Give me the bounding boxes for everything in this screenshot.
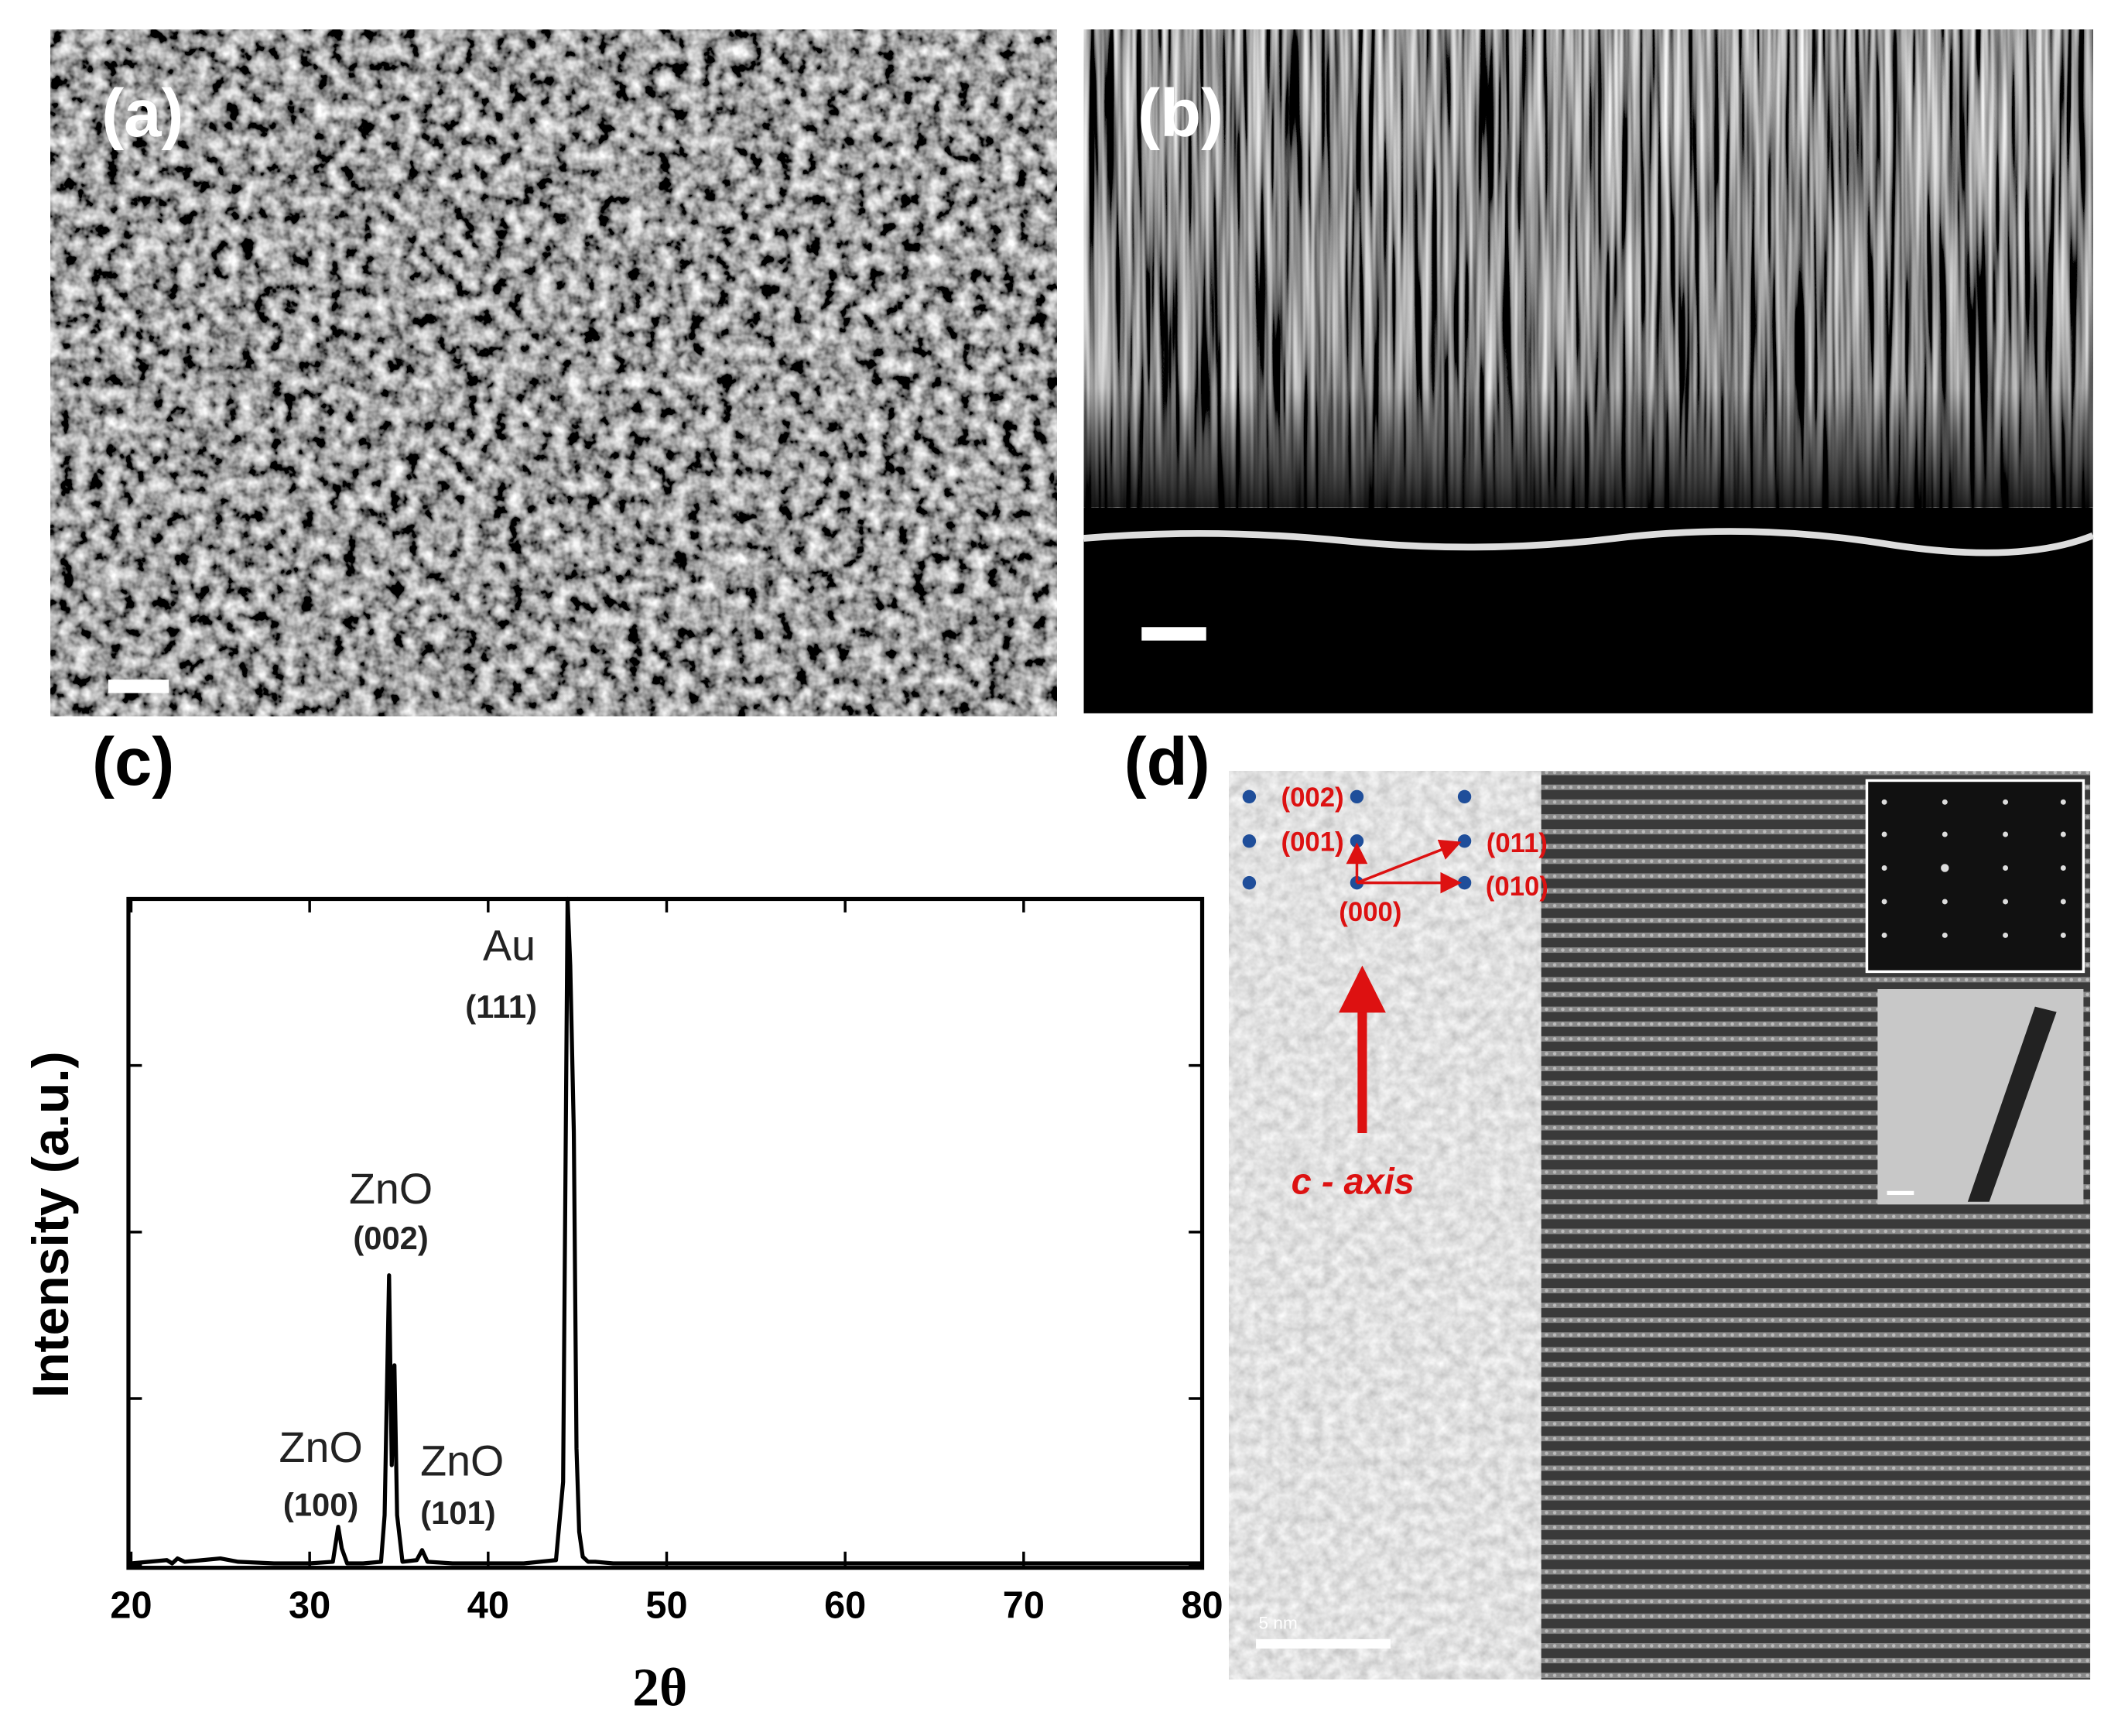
diffraction-inset <box>1865 779 2085 974</box>
sem-top-view <box>50 29 1057 717</box>
x-axis-label: 2θ <box>632 1658 687 1717</box>
x-tick-label: 20 <box>110 1585 152 1627</box>
peak-annotation: (002) <box>353 1220 428 1256</box>
panel-a: (a) <box>50 29 1057 717</box>
x-tick-label: 30 <box>289 1585 330 1627</box>
peak-annotation: ZnO <box>420 1436 504 1484</box>
spot-label: (002) <box>1281 783 1344 813</box>
c-axis-label: c - axis <box>1292 1162 1415 1202</box>
x-tick-label: 80 <box>1181 1585 1223 1627</box>
xrd-line <box>131 896 1203 1566</box>
spot-label: (001) <box>1281 827 1344 857</box>
panel-label: (d) <box>1124 724 1210 800</box>
y-axis-label: Intensity (a.u.) <box>22 1051 80 1398</box>
scale-bar-label: 5 nm <box>1259 1614 1298 1633</box>
panel-d: (d) (002) (001) (011) (010) (000) <box>1124 724 2091 1680</box>
peak-annotation: (111) <box>465 988 537 1025</box>
x-tick-label: 60 <box>824 1585 866 1627</box>
peak-annotation: Au <box>483 922 535 970</box>
panel-c: (c) 2θ Intensity (a.u.) 20 30 40 50 60 70 80 Au… <box>22 724 1223 1717</box>
panel-b: (b) <box>1083 29 2095 714</box>
spot-dots <box>1242 789 1472 890</box>
spot-label: (011) <box>1487 829 1548 858</box>
peak-annotation: ZnO <box>279 1423 363 1471</box>
peak-annotation: ZnO <box>349 1165 433 1213</box>
scale-bar <box>108 680 169 693</box>
inset-scale-bar <box>1887 1190 1914 1196</box>
x-tick-label: 40 <box>467 1585 509 1627</box>
diffraction-spots <box>1881 799 2066 938</box>
vectors <box>1346 839 1463 894</box>
panel-label: (c) <box>92 724 174 800</box>
shade <box>1083 29 2093 508</box>
substrate-edge <box>1083 528 2095 556</box>
nanorod <box>1967 1006 2057 1202</box>
spot-label: (000) <box>1339 898 1401 927</box>
panel-label: (a) <box>101 76 183 151</box>
scale-bar <box>1141 627 1206 641</box>
amorphous-region <box>1229 771 1545 1680</box>
peak-annotation: (100) <box>283 1486 358 1522</box>
peak-annotation: (101) <box>420 1495 495 1531</box>
spot-label: (010) <box>1486 872 1548 902</box>
scale-bar <box>1256 1638 1391 1649</box>
panel-label: (b) <box>1138 76 1223 151</box>
x-tick-label: 50 <box>645 1585 687 1627</box>
x-tick-label: 70 <box>1003 1585 1045 1627</box>
